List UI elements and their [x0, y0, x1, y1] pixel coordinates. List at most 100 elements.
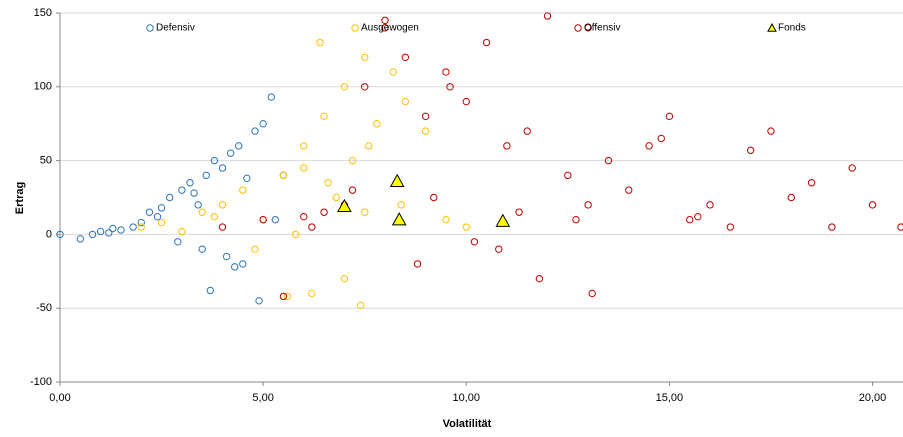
point [746, 146, 755, 154]
point [137, 223, 145, 231]
point [210, 156, 219, 165]
point [726, 223, 735, 231]
point [665, 112, 674, 121]
point [421, 127, 430, 135]
point [194, 201, 202, 209]
point [584, 24, 592, 32]
point [137, 218, 145, 227]
point [462, 97, 470, 106]
point [588, 289, 596, 298]
legend-label: Fonds [778, 23, 806, 34]
point [178, 227, 186, 236]
point [267, 93, 275, 101]
point [572, 215, 580, 224]
point [96, 227, 105, 236]
point [210, 212, 219, 221]
point [239, 260, 247, 268]
y-axis-title: Ertrag [14, 182, 26, 214]
point [470, 238, 479, 246]
y-tick-label: 150 [34, 7, 52, 19]
point [337, 198, 352, 213]
point [105, 229, 113, 237]
point [300, 212, 308, 221]
point [535, 274, 544, 283]
point [515, 208, 523, 216]
point [389, 68, 397, 76]
point [848, 164, 856, 172]
series-3 [337, 173, 511, 227]
point [391, 212, 407, 226]
point [340, 83, 349, 91]
point [401, 97, 410, 106]
point [251, 127, 259, 135]
point [625, 186, 633, 194]
point [348, 186, 357, 194]
point [198, 245, 206, 253]
point [218, 164, 227, 172]
point [828, 223, 836, 231]
point [88, 230, 97, 239]
point [308, 223, 316, 231]
point [308, 289, 316, 298]
point [117, 226, 125, 234]
x-tick-label: 15,00 [656, 392, 684, 404]
legend-marker [146, 24, 154, 32]
x-axis-title: Volatilität [443, 418, 492, 430]
point [706, 201, 714, 209]
point [316, 38, 324, 47]
point [239, 186, 247, 194]
point [604, 156, 613, 165]
point [421, 112, 430, 121]
point [165, 193, 174, 202]
point [324, 179, 332, 187]
point [381, 24, 389, 32]
point [202, 171, 210, 180]
y-tick-label: 0 [46, 228, 52, 240]
point [226, 149, 235, 157]
point [767, 127, 775, 135]
point [442, 68, 450, 76]
point [109, 224, 117, 233]
point [787, 193, 795, 202]
point [360, 208, 369, 216]
legend-label: Defensiv [156, 23, 195, 34]
point [198, 208, 206, 216]
point [222, 252, 231, 261]
point [259, 120, 267, 128]
x-tick-label: 20,00 [859, 392, 887, 404]
point [482, 38, 491, 47]
point [190, 189, 198, 197]
legend-marker [767, 22, 777, 32]
point [564, 171, 572, 180]
point [462, 223, 470, 231]
point [129, 223, 137, 231]
point [430, 193, 438, 202]
y-tick-label: -100 [30, 376, 52, 388]
point [255, 297, 263, 305]
point [157, 218, 166, 227]
point [206, 286, 215, 295]
point [807, 179, 816, 187]
legend-marker [351, 24, 359, 32]
point [523, 127, 531, 135]
point [543, 12, 552, 20]
point [495, 245, 503, 253]
point [381, 16, 389, 25]
point [235, 142, 243, 150]
point [153, 212, 162, 221]
point [279, 292, 288, 301]
legend-label: Offensiv [584, 23, 621, 34]
legend-label: Ausgewogen [361, 23, 419, 34]
point [218, 223, 227, 231]
point [178, 186, 186, 194]
point [157, 204, 166, 212]
point [356, 301, 365, 309]
y-tick-label: 50 [40, 155, 52, 167]
point [145, 208, 154, 216]
point [389, 173, 405, 187]
point [442, 215, 450, 224]
series-2 [218, 12, 903, 301]
point [657, 134, 665, 143]
point [897, 223, 903, 231]
